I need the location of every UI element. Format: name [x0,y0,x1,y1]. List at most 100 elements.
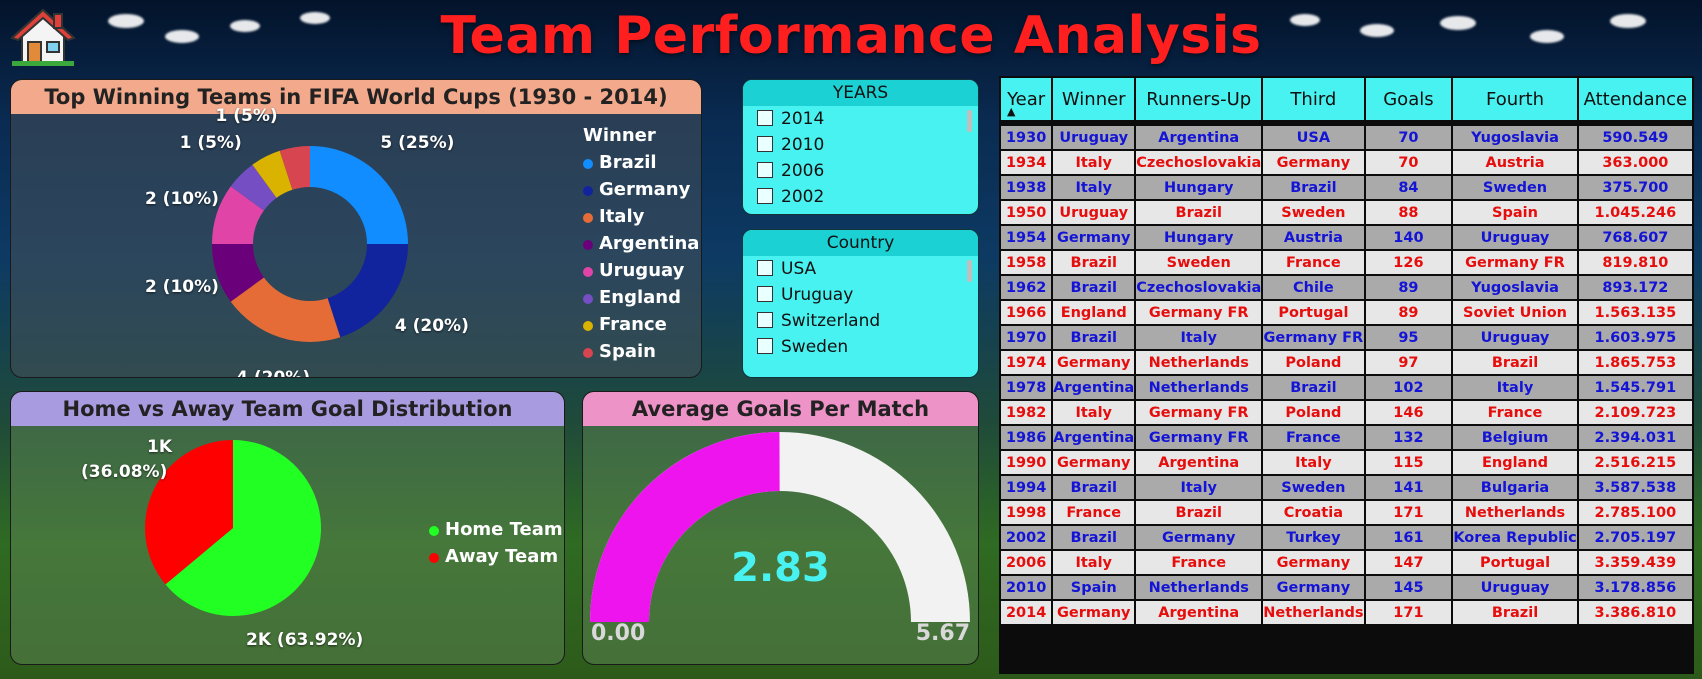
country-option-label: Switzerland [781,311,881,331]
year-option-2010[interactable]: 2010 [743,132,978,158]
table-cell: Czechoslovakia [1136,151,1262,174]
donut-slice-france[interactable] [252,150,293,198]
table-row[interactable]: 1950 Uruguay Brazil Sweden 88 Spain 1.045.246 [1001,201,1692,224]
table-row[interactable]: 2006 Italy France Germany 147 Portugal 3.359.4… [1001,551,1692,574]
years-slicer[interactable]: YEARS 2014 2010 2006 2002 [742,79,979,215]
country-option-label: USA [781,259,817,279]
column-header-attendance[interactable]: Attendance [1578,78,1692,120]
country-option-switzerland[interactable]: Switzerland [743,308,978,334]
table-cell: 1970 [1001,326,1052,349]
country-option-usa[interactable]: USA [743,256,978,282]
legend-dot [583,213,593,223]
year-option-2006[interactable]: 2006 [743,158,978,184]
table-cell: Germany [1053,451,1135,474]
table-cell: Italy [1136,326,1262,349]
gauge-value: 2.83 [731,545,830,591]
column-header-third[interactable]: Third [1263,78,1364,120]
table-cell: 1962 [1001,276,1052,299]
year-option-2014[interactable]: 2014 [743,106,978,132]
column-header-fourth[interactable]: Fourth [1453,78,1577,120]
table-cell: Chile [1263,276,1364,299]
table-cell: Brazil [1136,501,1262,524]
donut-slice-brazil[interactable] [310,146,408,244]
column-header-year[interactable]: Year ▲ [1001,78,1052,120]
table-cell: Poland [1263,351,1364,374]
sort-ascending-icon[interactable]: ▲ [1007,105,1016,118]
table-row[interactable]: 1986 Argentina Germany FR France 132 Belgium 2… [1001,426,1692,449]
table-row[interactable]: 1930 Uruguay Argentina USA 70 Yugoslavia 590.5… [1001,126,1692,149]
column-header-winner[interactable]: Winner [1053,78,1135,120]
house-icon[interactable] [10,6,76,68]
donut-label-france: 1 (5%) [215,106,278,127]
table-row[interactable]: 1938 Italy Hungary Brazil 84 Sweden 375.700 [1001,176,1692,199]
table-row[interactable]: 2002 Brazil Germany Turkey 161 Korea Republic… [1001,526,1692,549]
table-cell: 145 [1365,576,1452,599]
table-row[interactable]: 1958 Brazil Sweden France 126 Germany FR 819.8… [1001,251,1692,274]
table-cell: 2006 [1001,551,1052,574]
table-row[interactable]: 1962 Brazil Czechoslovakia Chile 89 Yugoslavi… [1001,276,1692,299]
table-row[interactable]: 2010 Spain Netherlands Germany 145 Uruguay 3.1… [1001,576,1692,599]
table-cell: 102 [1365,376,1452,399]
table-cell: Yugoslavia [1453,126,1577,149]
table-cell: France [1263,426,1364,449]
table-cell: Poland [1263,401,1364,424]
country-slicer[interactable]: Country USA Uruguay Switzerland Sweden [742,229,979,378]
table-row[interactable]: 1994 Brazil Italy Sweden 141 Bulgaria 3.587.53… [1001,476,1692,499]
table-cell: 2.394.031 [1578,426,1692,449]
checkbox-icon[interactable] [757,311,773,328]
table-row[interactable]: 1990 Germany Argentina Italy 115 England 2.516… [1001,451,1692,474]
table-row[interactable]: 1998 France Brazil Croatia 171 Netherlands 2.7… [1001,501,1692,524]
table-cell: Hungary [1136,176,1262,199]
checkbox-icon[interactable] [757,285,773,302]
table-cell: Germany [1136,526,1262,549]
country-option-uruguay[interactable]: Uruguay [743,282,978,308]
table-row[interactable]: 1974 Germany Netherlands Poland 97 Brazil 1.86… [1001,351,1692,374]
donut-slice-england[interactable] [230,164,277,211]
table-cell: 97 [1365,351,1452,374]
table-cell: 2.705.197 [1578,526,1692,549]
checkbox-icon[interactable] [757,187,773,204]
table-row[interactable]: 1954 Germany Hungary Austria 140 Uruguay 768.6… [1001,226,1692,249]
country-scrollbar[interactable] [967,260,972,282]
table-row[interactable]: 1966 England Germany FR Portugal 89 Soviet Un… [1001,301,1692,324]
table-row[interactable]: 2014 Germany Argentina Netherlands 171 Brazil… [1001,601,1692,624]
year-option-label: 2002 [781,187,825,207]
gauge-max: 5.67 [915,621,970,646]
column-header-runners-up[interactable]: Runners-Up [1136,78,1262,120]
table-cell: 2014 [1001,601,1052,624]
checkbox-icon[interactable] [757,161,773,178]
donut-slice-italy[interactable] [230,277,341,342]
table-cell: England [1053,301,1135,324]
donut-slice-uruguay[interactable] [212,186,264,244]
home-away-title: Home vs Away Team Goal Distribution [11,392,564,426]
table-row[interactable]: 1982 Italy Germany FR Poland 146 France 2.109.… [1001,401,1692,424]
table-cell: 88 [1365,201,1452,224]
table-cell: 2.785.100 [1578,501,1692,524]
table-cell: 115 [1365,451,1452,474]
checkbox-icon[interactable] [757,259,773,276]
table-row[interactable]: 1978 Argentina Netherlands Brazil 102 Italy 1.… [1001,376,1692,399]
column-header-label: Goals [1383,88,1434,110]
table-cell: Brazil [1453,351,1577,374]
donut-slice-argentina[interactable] [212,244,264,302]
checkbox-icon[interactable] [757,109,773,126]
donut-slice-spain[interactable] [279,146,310,190]
pie-slice-home-team[interactable] [165,440,321,616]
column-header-goals[interactable]: Goals [1365,78,1452,120]
pie-slice-away-team[interactable] [145,440,233,585]
table-cell: 1990 [1001,451,1052,474]
donut-slice-germany[interactable] [327,244,408,338]
table-cell: 1.603.975 [1578,326,1692,349]
checkbox-icon[interactable] [757,337,773,354]
year-option-2002[interactable]: 2002 [743,184,978,210]
checkbox-icon[interactable] [757,135,773,152]
country-option-sweden[interactable]: Sweden [743,334,978,360]
legend-label: England [599,287,682,308]
table-cell: Sweden [1263,201,1364,224]
table-row[interactable]: 1934 Italy Czechoslovakia Germany 70 Austria 3… [1001,151,1692,174]
table-cell: Germany FR [1136,401,1262,424]
legend-dot [583,348,593,358]
years-slicer-title: YEARS [743,80,978,106]
table-row[interactable]: 1970 Brazil Italy Germany FR 95 Uruguay 1.603.… [1001,326,1692,349]
years-scrollbar[interactable] [967,110,972,132]
